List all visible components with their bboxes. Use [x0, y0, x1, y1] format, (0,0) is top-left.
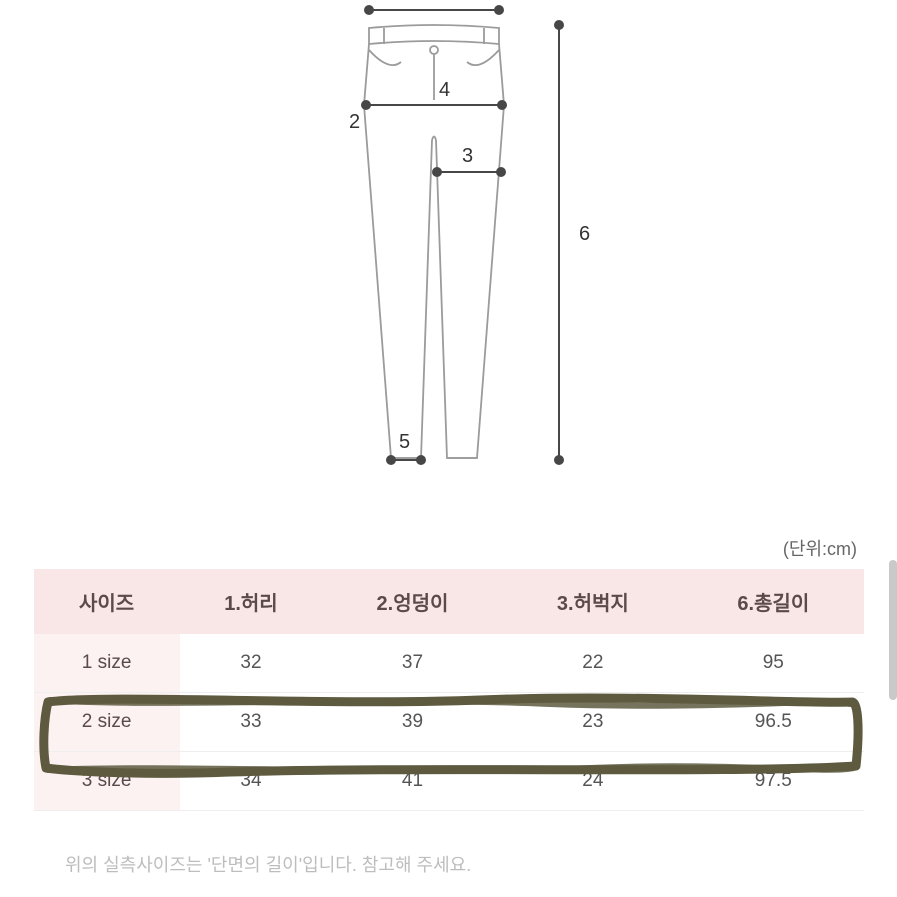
unit-label: (단위:cm)	[0, 535, 897, 561]
diagram-label-5: 5	[399, 431, 410, 453]
cell-waist: 34	[180, 752, 323, 811]
diagram-label-4: 4	[439, 79, 450, 101]
table-row: 3 size 34 41 24 97.5	[34, 752, 864, 811]
col-hip: 2.엉덩이	[322, 569, 502, 634]
diagram-label-6: 6	[579, 223, 590, 245]
diagram-label-3: 3	[462, 145, 473, 167]
cell-hip: 41	[322, 752, 502, 811]
cell-size: 1 size	[34, 634, 180, 693]
col-size: 사이즈	[34, 569, 180, 634]
cell-length: 97.5	[683, 752, 863, 811]
col-thigh: 3.허벅지	[503, 569, 683, 634]
pants-measurement-diagram: 6	[0, 0, 897, 480]
cell-size: 2 size	[34, 693, 180, 752]
scrollbar-thumb[interactable]	[889, 560, 897, 700]
size-table: 사이즈 1.허리 2.엉덩이 3.허벅지 6.총길이 1 size 32 37 …	[34, 569, 864, 811]
table-row: 1 size 32 37 22 95	[34, 634, 864, 693]
cell-waist: 33	[180, 693, 323, 752]
cell-thigh: 24	[503, 752, 683, 811]
pants-svg: 6	[249, 0, 649, 480]
table-row: 2 size 33 39 23 96.5	[34, 693, 864, 752]
cell-length: 95	[683, 634, 863, 693]
col-length: 6.총길이	[683, 569, 863, 634]
col-waist: 1.허리	[180, 569, 323, 634]
cell-waist: 32	[180, 634, 323, 693]
cell-thigh: 22	[503, 634, 683, 693]
table-header-row: 사이즈 1.허리 2.엉덩이 3.허벅지 6.총길이	[34, 569, 864, 634]
diagram-label-2: 2	[349, 111, 360, 133]
cell-hip: 37	[322, 634, 502, 693]
cell-hip: 39	[322, 693, 502, 752]
measurement-note: 위의 실측사이즈는 '단면의 길이'입니다. 참고해 주세요.	[0, 851, 897, 877]
cell-thigh: 23	[503, 693, 683, 752]
cell-length: 96.5	[683, 693, 863, 752]
cell-size: 3 size	[34, 752, 180, 811]
